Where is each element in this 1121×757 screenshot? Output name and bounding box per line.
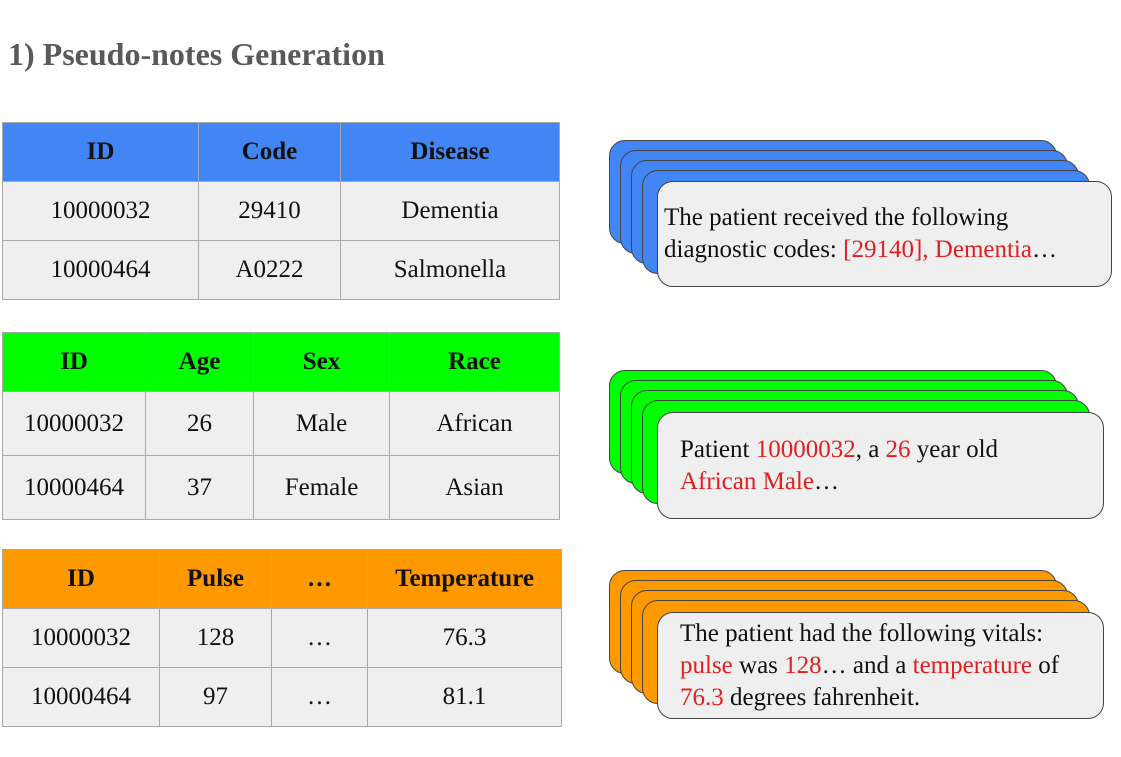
highlighted-value: 26 — [885, 435, 911, 463]
highlighted-value: 76.3 — [680, 683, 724, 711]
table-header-row: ID Age Sex Race — [2, 332, 560, 392]
note-line: The patient had the following vitals: — [680, 618, 1085, 650]
table-row: 10000032 26 Male African — [2, 391, 560, 456]
highlighted-value: African Male — [680, 467, 814, 495]
vitals-note-card: The patient had the following vitals: pul… — [657, 612, 1104, 719]
table-row: 10000464 37 Female Asian — [2, 455, 560, 520]
note-text: of — [1032, 651, 1060, 679]
table-cell: Asian — [389, 455, 560, 520]
note-text: … and a — [821, 651, 913, 679]
note-text: … — [813, 467, 839, 495]
highlighted-value: [29140], Dementia — [843, 236, 1032, 263]
table-row: 10000032 29410 Dementia — [2, 181, 560, 241]
note-text: , a — [855, 435, 886, 463]
table-cell: 26 — [145, 391, 254, 456]
note-line: African Male… — [680, 466, 1085, 498]
table-cell: 76.3 — [367, 608, 562, 668]
table-cell: 10000032 — [2, 608, 160, 668]
header-cell: Race — [389, 332, 560, 392]
note-line: The patient received the following — [664, 202, 1093, 234]
table-cell: 128 — [159, 608, 272, 668]
table-cell: 10000464 — [2, 455, 146, 520]
header-cell: … — [271, 549, 368, 609]
table-cell: Male — [253, 391, 390, 456]
table-cell: 29410 — [198, 181, 341, 241]
table-cell: 10000464 — [2, 240, 199, 300]
table-header-row: ID Pulse … Temperature — [2, 549, 562, 609]
diagnosis-table: ID Code Disease 10000032 29410 Dementia … — [2, 122, 560, 300]
header-cell: Temperature — [367, 549, 562, 609]
highlighted-value: 128 — [784, 651, 822, 679]
header-cell: Age — [145, 332, 254, 392]
table-row: 10000464 A0222 Salmonella — [2, 240, 560, 300]
note-line: 76.3 degrees fahrenheit. — [680, 682, 1085, 714]
table-cell: … — [271, 608, 368, 668]
highlighted-value: 10000032 — [755, 435, 856, 463]
section-title: 1) Pseudo-notes Generation — [8, 36, 385, 72]
header-cell: ID — [2, 122, 199, 182]
demographics-note-card: Patient 10000032, a 26 year old African M… — [657, 412, 1104, 519]
note-text: Patient — [680, 435, 756, 463]
demographics-table: ID Age Sex Race 10000032 26 Male African… — [2, 332, 560, 520]
vitals-table: ID Pulse … Temperature 10000032 128 … 76… — [2, 549, 562, 727]
note-text: diagnostic codes: — [664, 236, 844, 263]
table-row: 10000032 128 … 76.3 — [2, 608, 562, 668]
note-line: Patient 10000032, a 26 year old — [680, 434, 1085, 466]
table-row: 10000464 97 … 81.1 — [2, 667, 562, 727]
note-text: The patient received the following — [664, 204, 1009, 231]
note-text: degrees fahrenheit. — [723, 683, 921, 711]
note-text: … — [1031, 236, 1057, 263]
table-header-row: ID Code Disease — [2, 122, 560, 182]
note-text: year old — [910, 435, 999, 463]
table-cell: Female — [253, 455, 390, 520]
header-cell: Sex — [253, 332, 390, 392]
table-cell: 37 — [145, 455, 254, 520]
table-cell: 97 — [159, 667, 272, 727]
note-line: pulse was 128… and a temperature of — [680, 650, 1085, 682]
highlighted-value: pulse — [680, 651, 733, 679]
table-cell: Salmonella — [340, 240, 560, 300]
diagnosis-note-card: The patient received the following diagno… — [657, 181, 1112, 287]
note-text: The patient had the following vitals: — [680, 619, 1044, 647]
table-cell: 10000464 — [2, 667, 160, 727]
header-cell: ID — [2, 549, 160, 609]
table-cell: 10000032 — [2, 181, 199, 241]
header-cell: Pulse — [159, 549, 272, 609]
note-text: was — [732, 651, 785, 679]
table-cell: Dementia — [340, 181, 560, 241]
table-cell: … — [271, 667, 368, 727]
table-cell: A0222 — [198, 240, 341, 300]
table-cell: 81.1 — [367, 667, 562, 727]
header-cell: Code — [198, 122, 341, 182]
header-cell: ID — [2, 332, 146, 392]
highlighted-value: temperature — [912, 651, 1032, 679]
table-cell: 10000032 — [2, 391, 146, 456]
header-cell: Disease — [340, 122, 560, 182]
note-line: diagnostic codes: [29140], Dementia… — [664, 234, 1093, 266]
table-cell: African — [389, 391, 560, 456]
